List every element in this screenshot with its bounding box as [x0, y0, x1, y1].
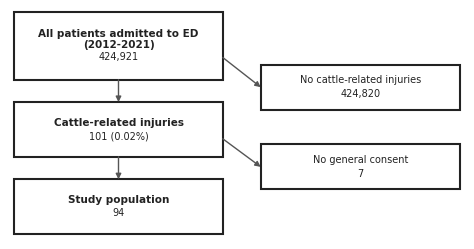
FancyBboxPatch shape	[14, 12, 223, 80]
FancyBboxPatch shape	[14, 179, 223, 234]
Text: Cattle-related injuries: Cattle-related injuries	[54, 118, 183, 128]
Text: 7: 7	[357, 169, 364, 179]
Text: No cattle-related injuries: No cattle-related injuries	[300, 75, 421, 85]
Text: (2012-2021): (2012-2021)	[82, 40, 155, 50]
Text: Study population: Study population	[68, 195, 169, 205]
Text: 94: 94	[112, 208, 125, 218]
Text: All patients admitted to ED: All patients admitted to ED	[38, 29, 199, 39]
Text: 101 (0.02%): 101 (0.02%)	[89, 131, 148, 141]
Text: No general consent: No general consent	[312, 155, 408, 165]
Text: 424,820: 424,820	[340, 89, 380, 99]
FancyBboxPatch shape	[261, 144, 460, 189]
Text: 424,921: 424,921	[99, 52, 138, 62]
FancyBboxPatch shape	[261, 65, 460, 110]
FancyBboxPatch shape	[14, 102, 223, 157]
